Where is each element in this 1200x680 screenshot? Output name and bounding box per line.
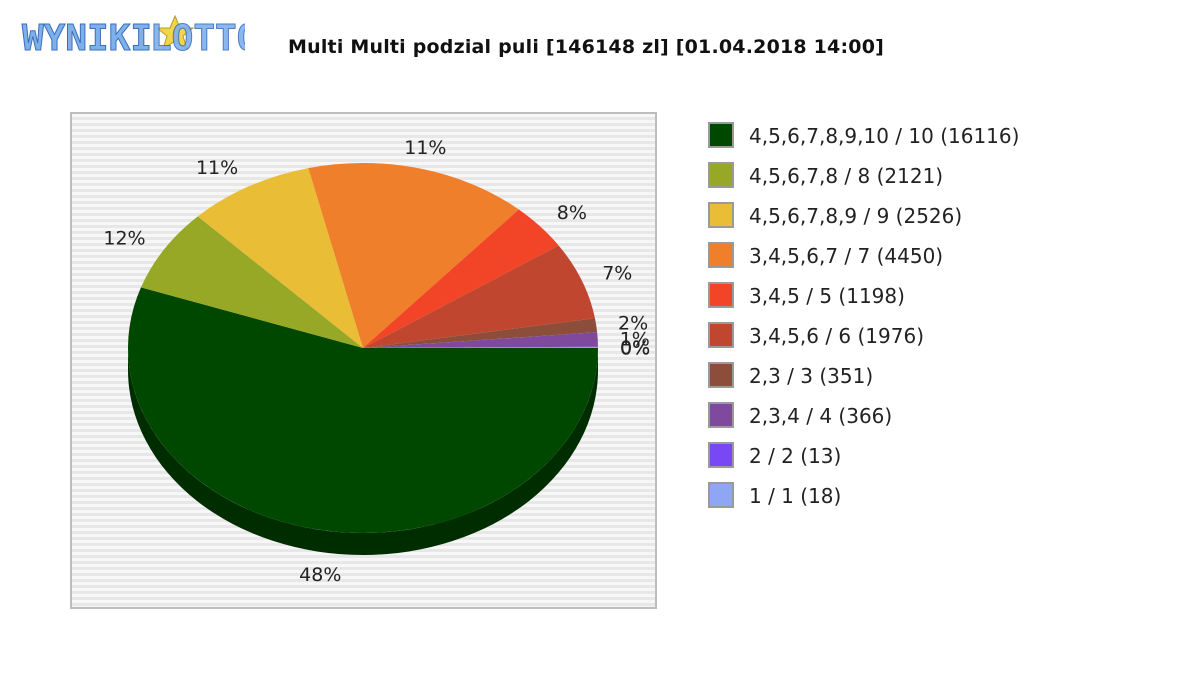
chart-title: Multi Multi podzial puli [146148 zl] [01… [288, 36, 885, 58]
pie-label-6: 2% [618, 313, 648, 335]
pie-label-7: 1% [620, 328, 650, 350]
legend-label-1: 4,5,6,7,8 / 8 (2121) [749, 164, 944, 188]
pie-slice-8 [363, 346, 598, 348]
wyniki-lotto-logo: WYNIKI LOTTO [22, 14, 245, 58]
legend-swatch-4 [708, 282, 734, 308]
legend-swatch-6 [708, 362, 734, 388]
pie-label-3: 11% [404, 137, 446, 159]
legend-label-9: 1 / 1 (18) [749, 484, 842, 508]
logo-text-left: WYNIKI [22, 18, 152, 58]
legend-label-4: 3,4,5 / 5 (1198) [749, 284, 905, 308]
star-icon [155, 14, 195, 51]
pie-slice-7 [363, 332, 598, 348]
pie-label-1: 12% [103, 228, 145, 250]
legend-swatch-7 [708, 402, 734, 428]
pie-labels: 48%12%11%11%8%7%2%1%0%0% [103, 137, 650, 586]
legend-swatch-5 [708, 322, 734, 348]
legend-label-6: 2,3 / 3 (351) [749, 364, 874, 388]
pie-slice-4 [363, 209, 559, 348]
pie-slice-3 [308, 163, 519, 348]
legend-swatch-8 [708, 442, 734, 468]
pie-label-9: 0% [620, 338, 650, 360]
pie-label-2: 11% [196, 157, 238, 179]
pie-label-4: 8% [557, 202, 587, 224]
pie-slice-1 [140, 216, 363, 348]
logo-text-right: LOTTO [150, 18, 245, 58]
legend-swatch-2 [708, 202, 734, 228]
legend-label-2: 4,5,6,7,8,9 / 9 (2526) [749, 204, 963, 228]
legend-label-0: 4,5,6,7,8,9,10 / 10 (16116) [749, 124, 1020, 148]
legend-swatch-1 [708, 162, 734, 188]
pie-label-8: 0% [620, 337, 650, 359]
pie-slice-5 [363, 245, 595, 348]
legend-label-3: 3,4,5,6,7 / 7 (4450) [749, 244, 944, 268]
pie-label-5: 7% [602, 262, 632, 284]
pie-slice-0 [128, 287, 598, 533]
pie-slice-9 [363, 347, 598, 348]
legend-swatch-0 [708, 122, 734, 148]
legend-label-7: 2,3,4 / 4 (366) [749, 404, 893, 428]
legend-label-5: 3,4,5,6 / 6 (1976) [749, 324, 925, 348]
legend-swatch-9 [708, 482, 734, 508]
legend-label-8: 2 / 2 (13) [749, 444, 842, 468]
pie-slice-6 [363, 318, 598, 348]
pie-slice-2 [197, 168, 363, 348]
pie-slices [128, 163, 598, 533]
pie-label-0: 48% [299, 564, 341, 586]
legend-swatch-3 [708, 242, 734, 268]
